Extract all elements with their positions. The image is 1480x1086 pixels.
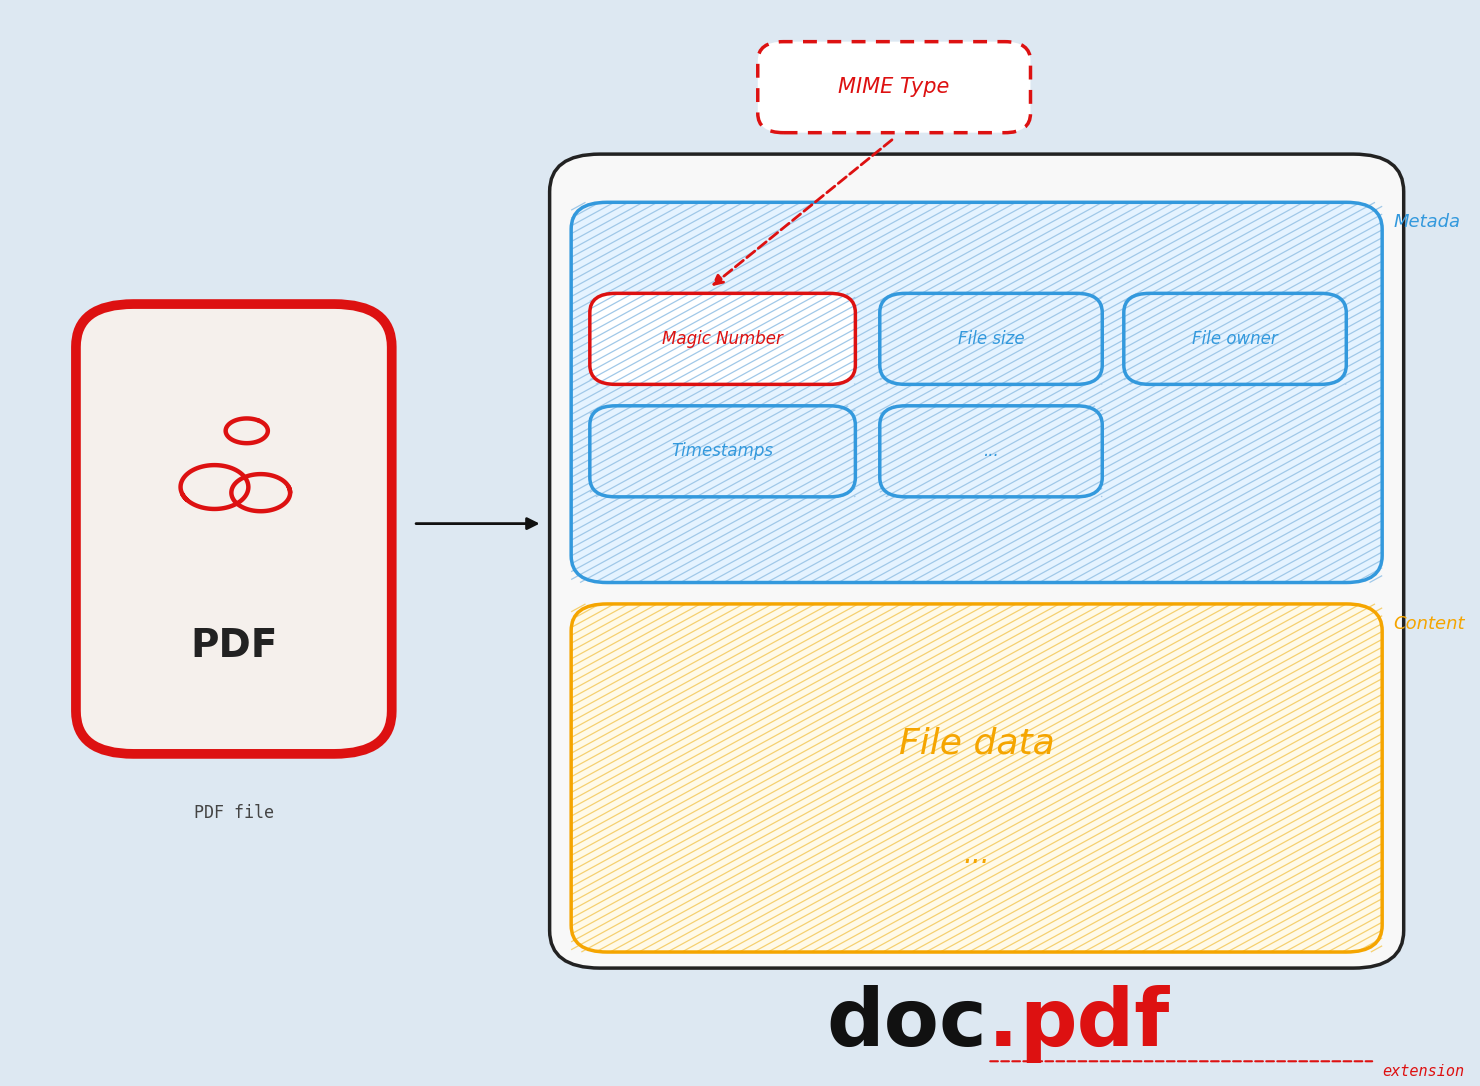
Text: PDF: PDF [189, 627, 278, 665]
Text: File data: File data [898, 727, 1055, 760]
Text: PDF file: PDF file [194, 804, 274, 822]
Text: ...: ... [963, 841, 990, 869]
Text: extension: extension [1382, 1064, 1464, 1079]
FancyBboxPatch shape [591, 293, 855, 384]
Text: .: . [987, 985, 1018, 1063]
FancyBboxPatch shape [1123, 293, 1347, 384]
FancyBboxPatch shape [879, 406, 1103, 496]
FancyBboxPatch shape [591, 406, 855, 496]
FancyBboxPatch shape [549, 154, 1403, 968]
Text: pdf: pdf [1020, 985, 1169, 1063]
FancyBboxPatch shape [75, 304, 392, 754]
Text: Content: Content [1394, 615, 1465, 633]
Text: File owner: File owner [1193, 330, 1277, 348]
Text: doc: doc [827, 985, 987, 1063]
Text: Metada: Metada [1394, 213, 1461, 231]
FancyBboxPatch shape [571, 202, 1382, 582]
FancyBboxPatch shape [571, 604, 1382, 952]
Text: Magic Number: Magic Number [662, 330, 783, 348]
Text: MIME Type: MIME Type [839, 77, 950, 97]
FancyBboxPatch shape [758, 41, 1030, 132]
FancyBboxPatch shape [879, 293, 1103, 384]
Text: Timestamps: Timestamps [672, 442, 774, 460]
Text: ...: ... [983, 442, 999, 460]
Text: File size: File size [958, 330, 1024, 348]
